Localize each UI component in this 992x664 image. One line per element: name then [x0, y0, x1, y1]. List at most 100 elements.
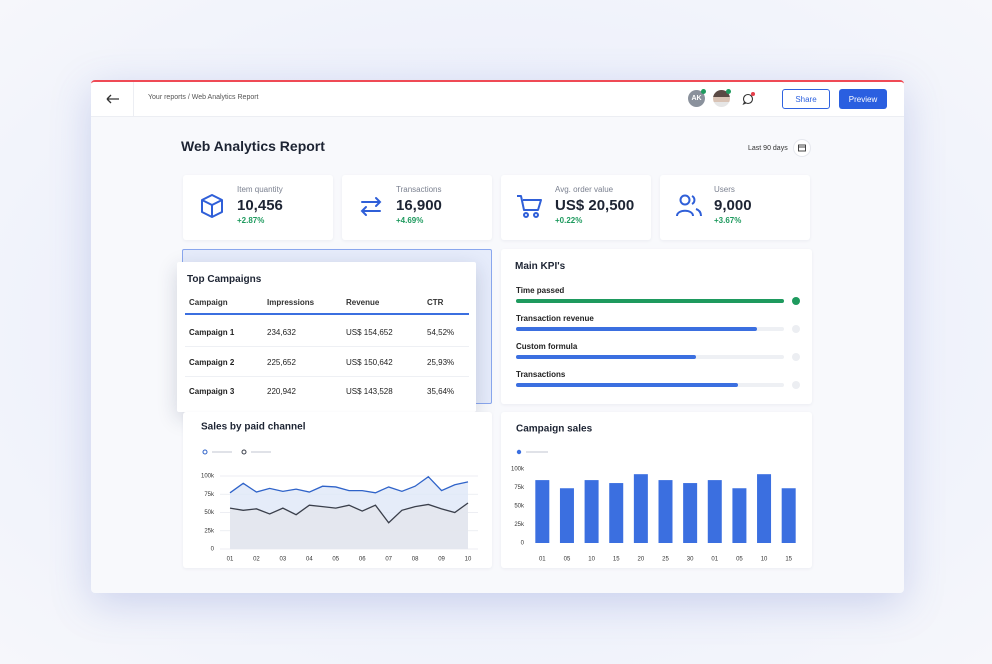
kpi-card: Avg. order value US$ 20,500 +0.22%	[501, 175, 651, 240]
x-tick-label: 05	[564, 557, 571, 563]
kpi-item-name: Time passed	[516, 286, 565, 295]
back-arrow[interactable]	[105, 92, 121, 106]
chart-title: Campaign sales	[516, 424, 593, 435]
kpi-label: Item quantity	[237, 185, 283, 194]
x-tick-label: 25	[662, 557, 669, 563]
status-icon	[792, 325, 800, 333]
table-cell: Campaign 3	[189, 387, 235, 396]
y-tick-label: 25k	[204, 528, 215, 534]
bar	[707, 480, 722, 543]
kpi-item-name: Transaction revenue	[516, 314, 594, 323]
bar	[757, 474, 772, 543]
x-tick-label: 01	[227, 557, 234, 563]
y-tick-label: 75k	[204, 492, 215, 498]
calendar-button[interactable]	[793, 139, 811, 157]
status-icon	[792, 353, 800, 361]
kpi-icon	[201, 194, 223, 218]
kpi-label: Users	[714, 185, 735, 194]
kpi-change: +3.67%	[714, 216, 742, 225]
table-cell: 54,52%	[427, 328, 455, 337]
table-title: Top Campaigns	[187, 274, 262, 285]
table-cell: US$ 143,528	[346, 387, 393, 396]
y-tick-label: 50k	[204, 510, 215, 516]
status-dot	[701, 89, 706, 94]
column-header: CTR	[427, 298, 444, 307]
x-tick-label: 01	[539, 557, 546, 563]
line	[229, 502, 469, 524]
column-header: Campaign	[189, 298, 228, 307]
table-cell: 220,942	[267, 387, 296, 396]
table-card[interactable]: Top Campaigns Campaign Impressions Revenue C…	[177, 262, 476, 412]
progress-fill	[516, 355, 696, 359]
kpi-card: Users 9,000 +3.67%	[660, 175, 810, 240]
kpi-icon	[517, 195, 542, 218]
column-header: Revenue	[346, 298, 380, 307]
x-tick-label: 10	[588, 557, 595, 563]
kpi-change: +0.22%	[555, 216, 583, 225]
bar	[633, 474, 648, 543]
avatar[interactable]: AK	[688, 90, 705, 107]
kpi-change: +4.69%	[396, 216, 424, 225]
chat-icon[interactable]	[740, 91, 756, 107]
x-tick-label: 15	[613, 557, 620, 563]
kpi-change: +2.87%	[237, 216, 265, 225]
progress-fill	[516, 327, 758, 331]
x-tick-label: 08	[412, 557, 419, 563]
top-bar: Your reports / Web Analytics Report AK S…	[91, 82, 904, 117]
table-cell: Campaign 2	[189, 357, 235, 367]
divider	[133, 82, 134, 116]
kpi-card: Transactions 16,900 +4.69%	[342, 175, 492, 240]
bar	[683, 483, 698, 543]
preview-button[interactable]: Preview	[839, 89, 887, 109]
kpi-card: Item quantity 10,456 +2.87%	[183, 175, 333, 240]
bar	[584, 480, 599, 543]
chart-title: Sales by paid channel	[201, 422, 306, 433]
x-tick-label: 04	[306, 557, 313, 563]
x-tick-label: 01	[711, 557, 718, 563]
kpi-label: Transactions	[396, 185, 442, 194]
table-cell: US$ 150,642	[346, 357, 393, 367]
column-header: Impressions	[267, 298, 315, 307]
bar	[781, 488, 796, 543]
status-icon	[792, 381, 800, 389]
y-tick-label: 50k	[514, 504, 525, 510]
chart: Sales by paid channel 0 25k 50k 75k 100k 01 02 0…	[201, 422, 478, 563]
y-tick-label: 100k	[201, 474, 215, 480]
y-tick-label: 25k	[514, 522, 525, 528]
bar	[609, 483, 624, 543]
x-tick-label: 20	[638, 557, 645, 563]
kpi-icon	[360, 197, 382, 216]
bar	[559, 488, 574, 543]
report-title: Web Analytics Report	[181, 138, 325, 154]
share-button[interactable]: Share	[782, 89, 830, 109]
legend-marker	[516, 449, 522, 455]
y-tick-label: 0	[521, 541, 525, 547]
x-tick-label: 02	[253, 557, 260, 563]
user-photo[interactable]	[713, 90, 730, 107]
x-tick-label: 30	[687, 557, 694, 563]
report-window: Your reports / Web Analytics Report AK S…	[91, 80, 904, 593]
table-cell: 25,93%	[427, 357, 455, 367]
bar	[535, 480, 550, 543]
bar	[658, 480, 673, 543]
breadcrumb[interactable]: Your reports / Web Analytics Report	[148, 94, 259, 101]
header-underline	[185, 313, 469, 315]
table-cell: 225,652	[267, 357, 296, 367]
y-tick-label: 100k	[511, 467, 525, 473]
progress-fill	[516, 299, 784, 303]
x-tick-label: 05	[736, 557, 743, 563]
chart-card: Campaign sales 0 25k 50k 75k 100k 01 05 10 15 20 25…	[501, 412, 812, 568]
table-cell: 35,64%	[427, 387, 455, 396]
x-tick-label: 15	[785, 557, 792, 563]
kpi-value: 9,000	[714, 197, 752, 214]
status-icon	[792, 297, 800, 305]
legend-marker	[202, 449, 208, 455]
x-tick-label: 10	[465, 557, 472, 563]
kpi-icon	[676, 194, 702, 217]
x-tick-label: 05	[332, 557, 339, 563]
date-range[interactable]: Last 90 days	[748, 145, 788, 152]
y-tick-label: 0	[211, 547, 215, 553]
table-cell: 234,632	[267, 328, 296, 337]
status-dot	[726, 89, 731, 94]
